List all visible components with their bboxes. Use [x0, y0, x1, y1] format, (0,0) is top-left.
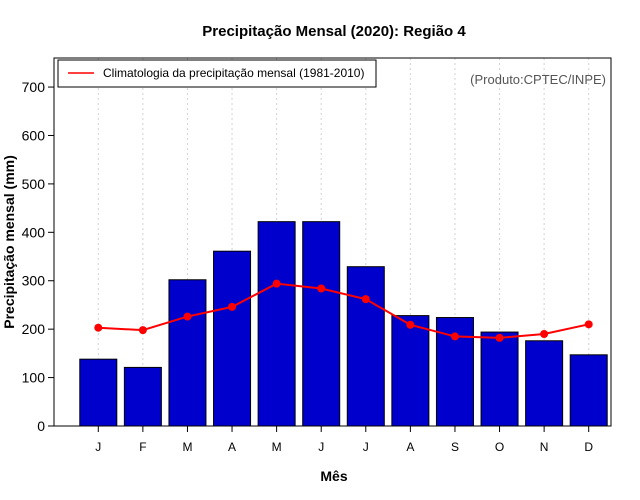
y-tick-label: 500 — [22, 176, 46, 192]
precip-bar — [168, 279, 207, 427]
y-tick-label: 0 — [37, 418, 45, 434]
climatology-point — [584, 320, 593, 329]
climatology-point — [228, 302, 237, 311]
precip-bar — [213, 250, 252, 427]
precip-bar — [391, 315, 430, 427]
climatology-point — [272, 279, 281, 288]
x-axis-label: Mês — [320, 468, 347, 484]
precip-bar — [569, 354, 608, 427]
x-tick-label: O — [495, 440, 504, 454]
climatology-point — [317, 284, 326, 293]
x-tick-label: J — [318, 440, 324, 454]
x-tick-label: S — [451, 440, 459, 454]
precip-bar — [525, 340, 564, 427]
precip-bar — [480, 331, 519, 427]
climatology-point — [138, 326, 147, 335]
climatology-point — [406, 320, 415, 329]
climatology-point — [540, 330, 549, 338]
precip-bar — [346, 266, 385, 427]
y-tick-label: 200 — [22, 321, 46, 337]
precip-bar — [257, 221, 296, 427]
x-tick-label: A — [406, 440, 414, 454]
climatology-point — [495, 333, 504, 342]
climatology-point — [94, 323, 103, 332]
bars — [79, 221, 608, 427]
x-tick-label: M — [272, 440, 282, 454]
y-tick-label: 600 — [22, 127, 46, 143]
precip-bar — [79, 358, 118, 427]
chart-title: Precipitação Mensal (2020): Região 4 — [202, 23, 466, 40]
x-tick-label: M — [182, 440, 192, 454]
climatology-line — [94, 279, 593, 342]
plot-frame — [53, 57, 612, 427]
legend: Climatologia da precipitação mensal (198… — [57, 59, 377, 88]
x-tick-label: N — [540, 440, 549, 454]
precip-bar — [302, 221, 341, 427]
source-credit: (Produto:CPTEC/INPE) — [470, 72, 606, 87]
x-tick-label: A — [228, 440, 236, 454]
x-tick-label: J — [95, 440, 101, 454]
x-tick-label: F — [139, 440, 146, 454]
x-tick-label: D — [584, 440, 593, 454]
legend-label: Climatologia da precipitação mensal (198… — [103, 66, 364, 80]
climatology-polyline — [98, 282, 589, 339]
y-tick-label: 100 — [22, 370, 46, 386]
y-axis-label: Precipitação mensal (mm) — [1, 155, 17, 329]
axes: 0 100 200 300 400 500 600 700 J F M A M J J A S O N D — [22, 57, 612, 454]
precip-bar — [123, 366, 162, 427]
climatology-point — [361, 295, 370, 304]
y-tick-label: 400 — [22, 224, 46, 240]
climatology-point — [183, 312, 192, 321]
legend-box — [57, 59, 377, 88]
climatology-point — [450, 332, 459, 341]
x-tick-label: J — [363, 440, 369, 454]
y-tick-label: 700 — [22, 79, 46, 95]
y-tick-label: 300 — [22, 273, 46, 289]
